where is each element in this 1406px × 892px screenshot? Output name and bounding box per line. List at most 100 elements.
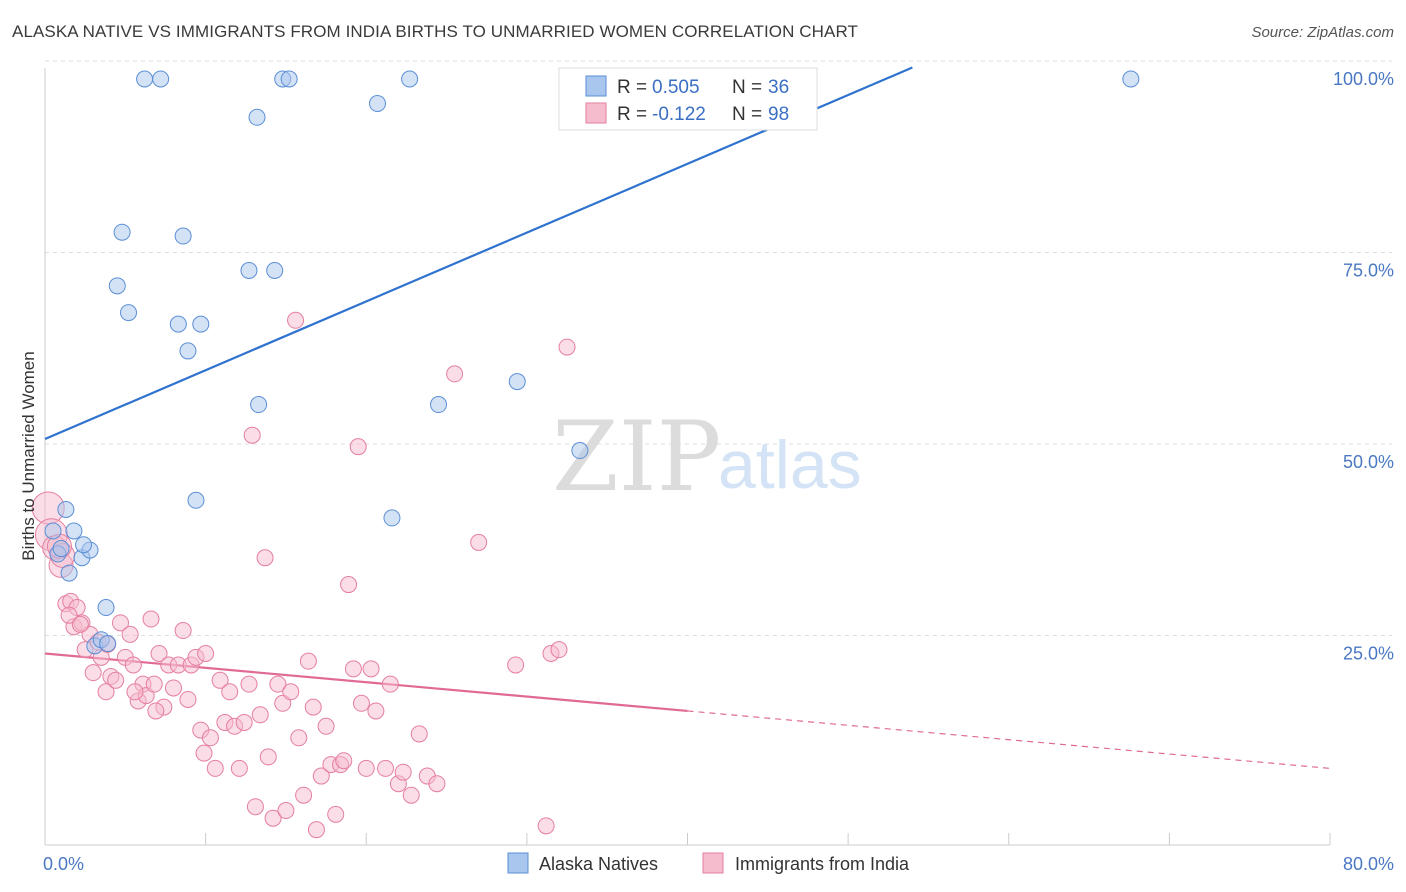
immigrants-from-india-point bbox=[558, 338, 576, 356]
immigrants-from-india-point bbox=[240, 675, 258, 693]
immigrants-from-india-point bbox=[107, 671, 125, 689]
immigrants-from-india-point bbox=[299, 652, 317, 670]
alaska-natives-point bbox=[266, 262, 284, 279]
immigrants-from-india-point bbox=[165, 679, 182, 697]
alaska-natives-point bbox=[97, 599, 115, 617]
immigrants-from-india-point bbox=[124, 656, 142, 674]
alaska-natives-point bbox=[508, 373, 526, 391]
immigrants-from-india-point bbox=[235, 713, 253, 731]
y-tick-label: 100.0% bbox=[1333, 69, 1394, 89]
chart-title: ALASKA NATIVE VS IMMIGRANTS FROM INDIA B… bbox=[12, 22, 859, 41]
watermark-atlas: atlas bbox=[718, 427, 862, 503]
series-legend-label: Immigrants from India bbox=[735, 854, 910, 874]
alaska-natives-point bbox=[99, 635, 117, 653]
alaska-natives-point bbox=[240, 262, 258, 279]
immigrants-from-india-point bbox=[394, 763, 412, 781]
immigrants-from-india-point bbox=[304, 698, 322, 716]
y-tick-labels: 25.0% 50.0% 75.0% 100.0% bbox=[1333, 69, 1394, 664]
immigrants-from-india-point bbox=[201, 729, 219, 747]
immigrants-from-india-point bbox=[264, 809, 282, 827]
immigrants-from-india-point bbox=[197, 645, 215, 662]
immigrants-from-india-point bbox=[269, 675, 287, 693]
y-axis-label: Births to Unmarried Women bbox=[19, 351, 38, 560]
x-tick-label: 80.0% bbox=[1343, 854, 1394, 874]
y-tick-label: 25.0% bbox=[1343, 644, 1394, 664]
alaska-natives-point bbox=[108, 277, 126, 295]
series-legend: Alaska Natives Immigrants from India bbox=[507, 852, 910, 874]
gridlines bbox=[45, 60, 1392, 636]
immigrants-from-india-point bbox=[537, 817, 555, 835]
legend-r-label: R = bbox=[617, 77, 647, 98]
series-legend-label: Alaska Natives bbox=[539, 854, 658, 874]
immigrants-from-india-point bbox=[446, 365, 464, 383]
immigrants-from-india-point bbox=[206, 759, 224, 777]
immigrants-from-india-point bbox=[97, 683, 115, 701]
points-alaska-natives bbox=[44, 70, 1140, 655]
alaska-natives-point bbox=[430, 396, 448, 414]
immigrants-from-india-point bbox=[142, 610, 160, 628]
immigrants-from-india-point bbox=[150, 645, 168, 662]
alaska-natives-point bbox=[383, 509, 401, 527]
alaska-natives-point bbox=[52, 540, 70, 558]
legend-r-value: -0.122 bbox=[652, 104, 706, 125]
immigrants-from-india-point bbox=[327, 805, 345, 823]
immigrants-from-india-point bbox=[362, 660, 380, 678]
legend-n-value: 98 bbox=[768, 104, 789, 125]
immigrants-from-india-point bbox=[246, 798, 264, 816]
immigrants-from-india-point bbox=[111, 614, 129, 632]
alaska-natives-point bbox=[280, 70, 298, 88]
correlation-legend: R = 0.505 N = 36 R = -0.122 N = 98 bbox=[558, 67, 818, 131]
immigrants-from-india-point bbox=[282, 683, 300, 701]
immigrants-from-india-point bbox=[277, 802, 295, 820]
alaska-natives-point bbox=[248, 108, 266, 126]
alaska-natives-point bbox=[75, 536, 93, 554]
immigrants-from-india-point bbox=[71, 615, 89, 633]
series-legend-swatch-pink bbox=[702, 852, 724, 874]
y-tick-label: 75.0% bbox=[1343, 261, 1394, 281]
alaska-natives-point bbox=[368, 95, 386, 113]
alaska-natives-point bbox=[44, 522, 62, 540]
immigrants-from-india-point bbox=[84, 664, 102, 682]
alaska-natives-point bbox=[401, 70, 419, 88]
alaska-natives-point bbox=[136, 70, 154, 88]
source-label: Source: ZipAtlas.com bbox=[1251, 24, 1394, 41]
immigrants-from-india-point bbox=[317, 717, 335, 735]
x-tick-label: 0.0% bbox=[43, 854, 84, 874]
trend-line-pink bbox=[44, 652, 688, 713]
immigrants-from-india-point bbox=[335, 752, 353, 770]
immigrants-from-india-point bbox=[179, 690, 197, 708]
legend-n-value: 36 bbox=[768, 77, 789, 98]
immigrants-from-india-point bbox=[312, 767, 330, 785]
immigrants-from-india-point bbox=[367, 702, 385, 720]
alaska-natives-point bbox=[187, 491, 205, 509]
immigrants-from-india-point bbox=[174, 622, 192, 640]
alaska-natives-point bbox=[571, 442, 589, 460]
immigrants-from-india-point bbox=[274, 694, 292, 712]
immigrants-from-india-point bbox=[121, 625, 139, 643]
immigrants-from-india-point bbox=[402, 786, 420, 804]
immigrants-from-india-point bbox=[307, 821, 325, 839]
alaska-natives-point bbox=[179, 342, 197, 360]
immigrants-from-india-point bbox=[470, 533, 488, 551]
immigrants-from-india-point bbox=[243, 426, 261, 444]
immigrants-from-india-point bbox=[195, 744, 213, 762]
alaska-natives-point bbox=[57, 500, 75, 518]
immigrants-from-india-point bbox=[507, 656, 525, 674]
watermark: ZIP atlas bbox=[552, 401, 862, 513]
alaska-natives-point bbox=[60, 564, 78, 582]
immigrants-from-india-point bbox=[377, 759, 395, 777]
x-tick-labels: 0.0% 80.0% bbox=[43, 854, 1394, 874]
alaska-natives-point bbox=[120, 304, 138, 322]
alaska-natives-point bbox=[113, 223, 131, 241]
y-tick-label: 50.0% bbox=[1343, 452, 1394, 472]
alaska-natives-point bbox=[250, 396, 268, 414]
alaska-natives-point bbox=[169, 315, 187, 333]
immigrants-from-india-point bbox=[211, 671, 229, 689]
immigrants-from-india-point bbox=[259, 748, 277, 766]
immigrants-from-india-point bbox=[295, 786, 313, 804]
immigrants-from-india-point bbox=[147, 702, 165, 720]
alaska-natives-point bbox=[152, 70, 170, 88]
immigrants-from-india-point bbox=[256, 549, 274, 567]
immigrants-from-india-point bbox=[60, 606, 78, 624]
alaska-natives-point bbox=[192, 315, 210, 333]
